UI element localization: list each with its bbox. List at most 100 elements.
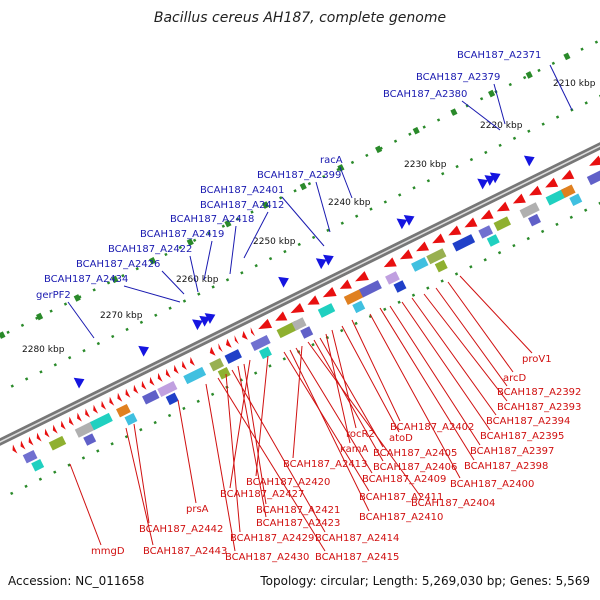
reverse-leader-line <box>313 339 384 462</box>
reverse-leader-line <box>307 341 422 498</box>
scale-tick-dot <box>106 281 111 285</box>
reverse-gene-label: BCAH187_A2443 <box>143 546 227 557</box>
reverse-gene-label: BCAH187_A2404 <box>411 498 495 509</box>
reverse-gene-arrow <box>93 404 99 414</box>
reverse-gene-label: BCAH187_A2423 <box>256 518 340 529</box>
lower-tick-dot <box>268 364 272 368</box>
scale-tick <box>111 275 119 284</box>
forward-leader-line <box>161 270 185 295</box>
forward-gene-label: BCAH187_A2371 <box>457 50 541 61</box>
forward-gene-arrow <box>278 276 289 288</box>
reverse-gene-arrow <box>464 217 478 228</box>
reverse-gene-arrow <box>165 368 171 378</box>
lower-tick-dot <box>555 222 559 227</box>
lower-tick-dot <box>53 470 57 474</box>
reverse-leader-line <box>283 351 370 492</box>
scale-tick-dot <box>250 210 254 214</box>
scale-tick-dot <box>580 47 584 51</box>
scale-tick-dot <box>121 274 125 278</box>
annotation-box <box>486 234 500 247</box>
reverse-leader-line <box>237 365 267 518</box>
reverse-gene-arrow <box>416 241 430 252</box>
reverse-gene-arrow <box>190 356 195 366</box>
scale-tick-dot <box>20 323 25 327</box>
scale-tick <box>36 312 44 321</box>
reverse-leader-line <box>447 281 514 373</box>
scale-tick-dot <box>408 132 412 136</box>
reverse-leader-line <box>133 423 150 524</box>
reverse-gene-arrow <box>77 412 82 422</box>
reverse-gene-arrow <box>209 346 216 356</box>
tick-dot <box>39 370 43 374</box>
tick-dot <box>197 292 201 296</box>
tick-dot <box>369 207 373 211</box>
forward-leader-line <box>549 64 573 111</box>
tick-dot <box>240 271 244 275</box>
reverse-gene-arrow <box>480 209 494 220</box>
reverse-leader-line <box>389 305 481 446</box>
lower-tick-dot <box>311 343 315 347</box>
annotation-box <box>124 412 138 426</box>
reverse-gene-label: BCAH187_A2394 <box>486 416 570 427</box>
reverse-gene-label: arcD <box>503 373 527 384</box>
tick-dot <box>383 200 388 204</box>
tick-dot <box>211 285 215 289</box>
scale-tick-dot <box>365 153 369 158</box>
annotation-box <box>250 334 271 352</box>
reverse-leader-line <box>255 355 269 477</box>
scale-label: 2230 kbp <box>404 160 447 170</box>
scale-label: 2210 kbp <box>553 79 596 89</box>
tick-dot <box>398 193 402 197</box>
tick-dot <box>283 249 287 254</box>
reverse-gene-arrow <box>12 444 18 454</box>
lower-tick-dot <box>196 399 200 404</box>
reverse-gene-arrow <box>545 177 559 188</box>
lower-tick-dot <box>426 286 430 290</box>
scale-label: 2220 kbp <box>480 121 523 131</box>
reverse-leader-line <box>351 319 401 422</box>
forward-gene-arrow <box>523 155 535 167</box>
scale-tick-dot <box>236 217 240 221</box>
reverse-gene-arrow <box>44 428 50 438</box>
annotation-box <box>217 366 231 380</box>
forward-gene-arrow <box>204 313 216 324</box>
reverse-gene-label: rocR2 <box>346 429 375 440</box>
forward-gene-label: BCAH187_A2426 <box>76 259 160 270</box>
forward-leader-line <box>339 166 353 199</box>
annotation-box <box>343 288 364 305</box>
reverse-leader-line <box>401 301 491 431</box>
reverse-gene-label: BCAH187_A2393 <box>497 402 581 413</box>
annotation-box <box>83 433 97 446</box>
lower-tick-dot <box>110 442 114 446</box>
scale-tick <box>375 145 383 154</box>
forward-gene-arrow <box>192 319 203 331</box>
reverse-gene-arrow <box>234 335 239 345</box>
scale-tick-dot <box>322 174 326 179</box>
reverse-gene-label: mmgD <box>91 546 125 557</box>
scale-tick-dot <box>192 238 197 243</box>
forward-gene-arrow <box>73 377 85 389</box>
tick-dot <box>139 320 144 325</box>
annotation-box <box>317 303 336 318</box>
forward-gene-label: gerPF2 <box>36 290 71 301</box>
reverse-leader-line <box>217 377 326 552</box>
scale-label: 2270 kbp <box>100 311 143 321</box>
lower-tick-dot <box>81 456 86 460</box>
reverse-gene-label: BCAH187_A2406 <box>373 462 457 473</box>
tick-dot <box>469 157 474 162</box>
annotation-box <box>519 202 540 219</box>
lower-tick-dot <box>483 258 487 262</box>
scale-tick <box>73 294 81 302</box>
scale-tick <box>149 256 157 265</box>
reverse-gene-arrow <box>52 424 58 434</box>
reverse-leader-line <box>411 297 497 416</box>
scale-tick <box>262 201 270 209</box>
lower-tick-dot <box>38 477 43 481</box>
scale-tick-dot <box>350 160 355 165</box>
forward-gene-arrow <box>489 172 501 184</box>
lower-tick-dot <box>153 420 157 425</box>
tick-dot <box>154 313 158 317</box>
reverse-gene-label: prsA <box>186 504 209 515</box>
tick-dot <box>455 164 459 169</box>
lower-tick-dot <box>583 208 588 212</box>
